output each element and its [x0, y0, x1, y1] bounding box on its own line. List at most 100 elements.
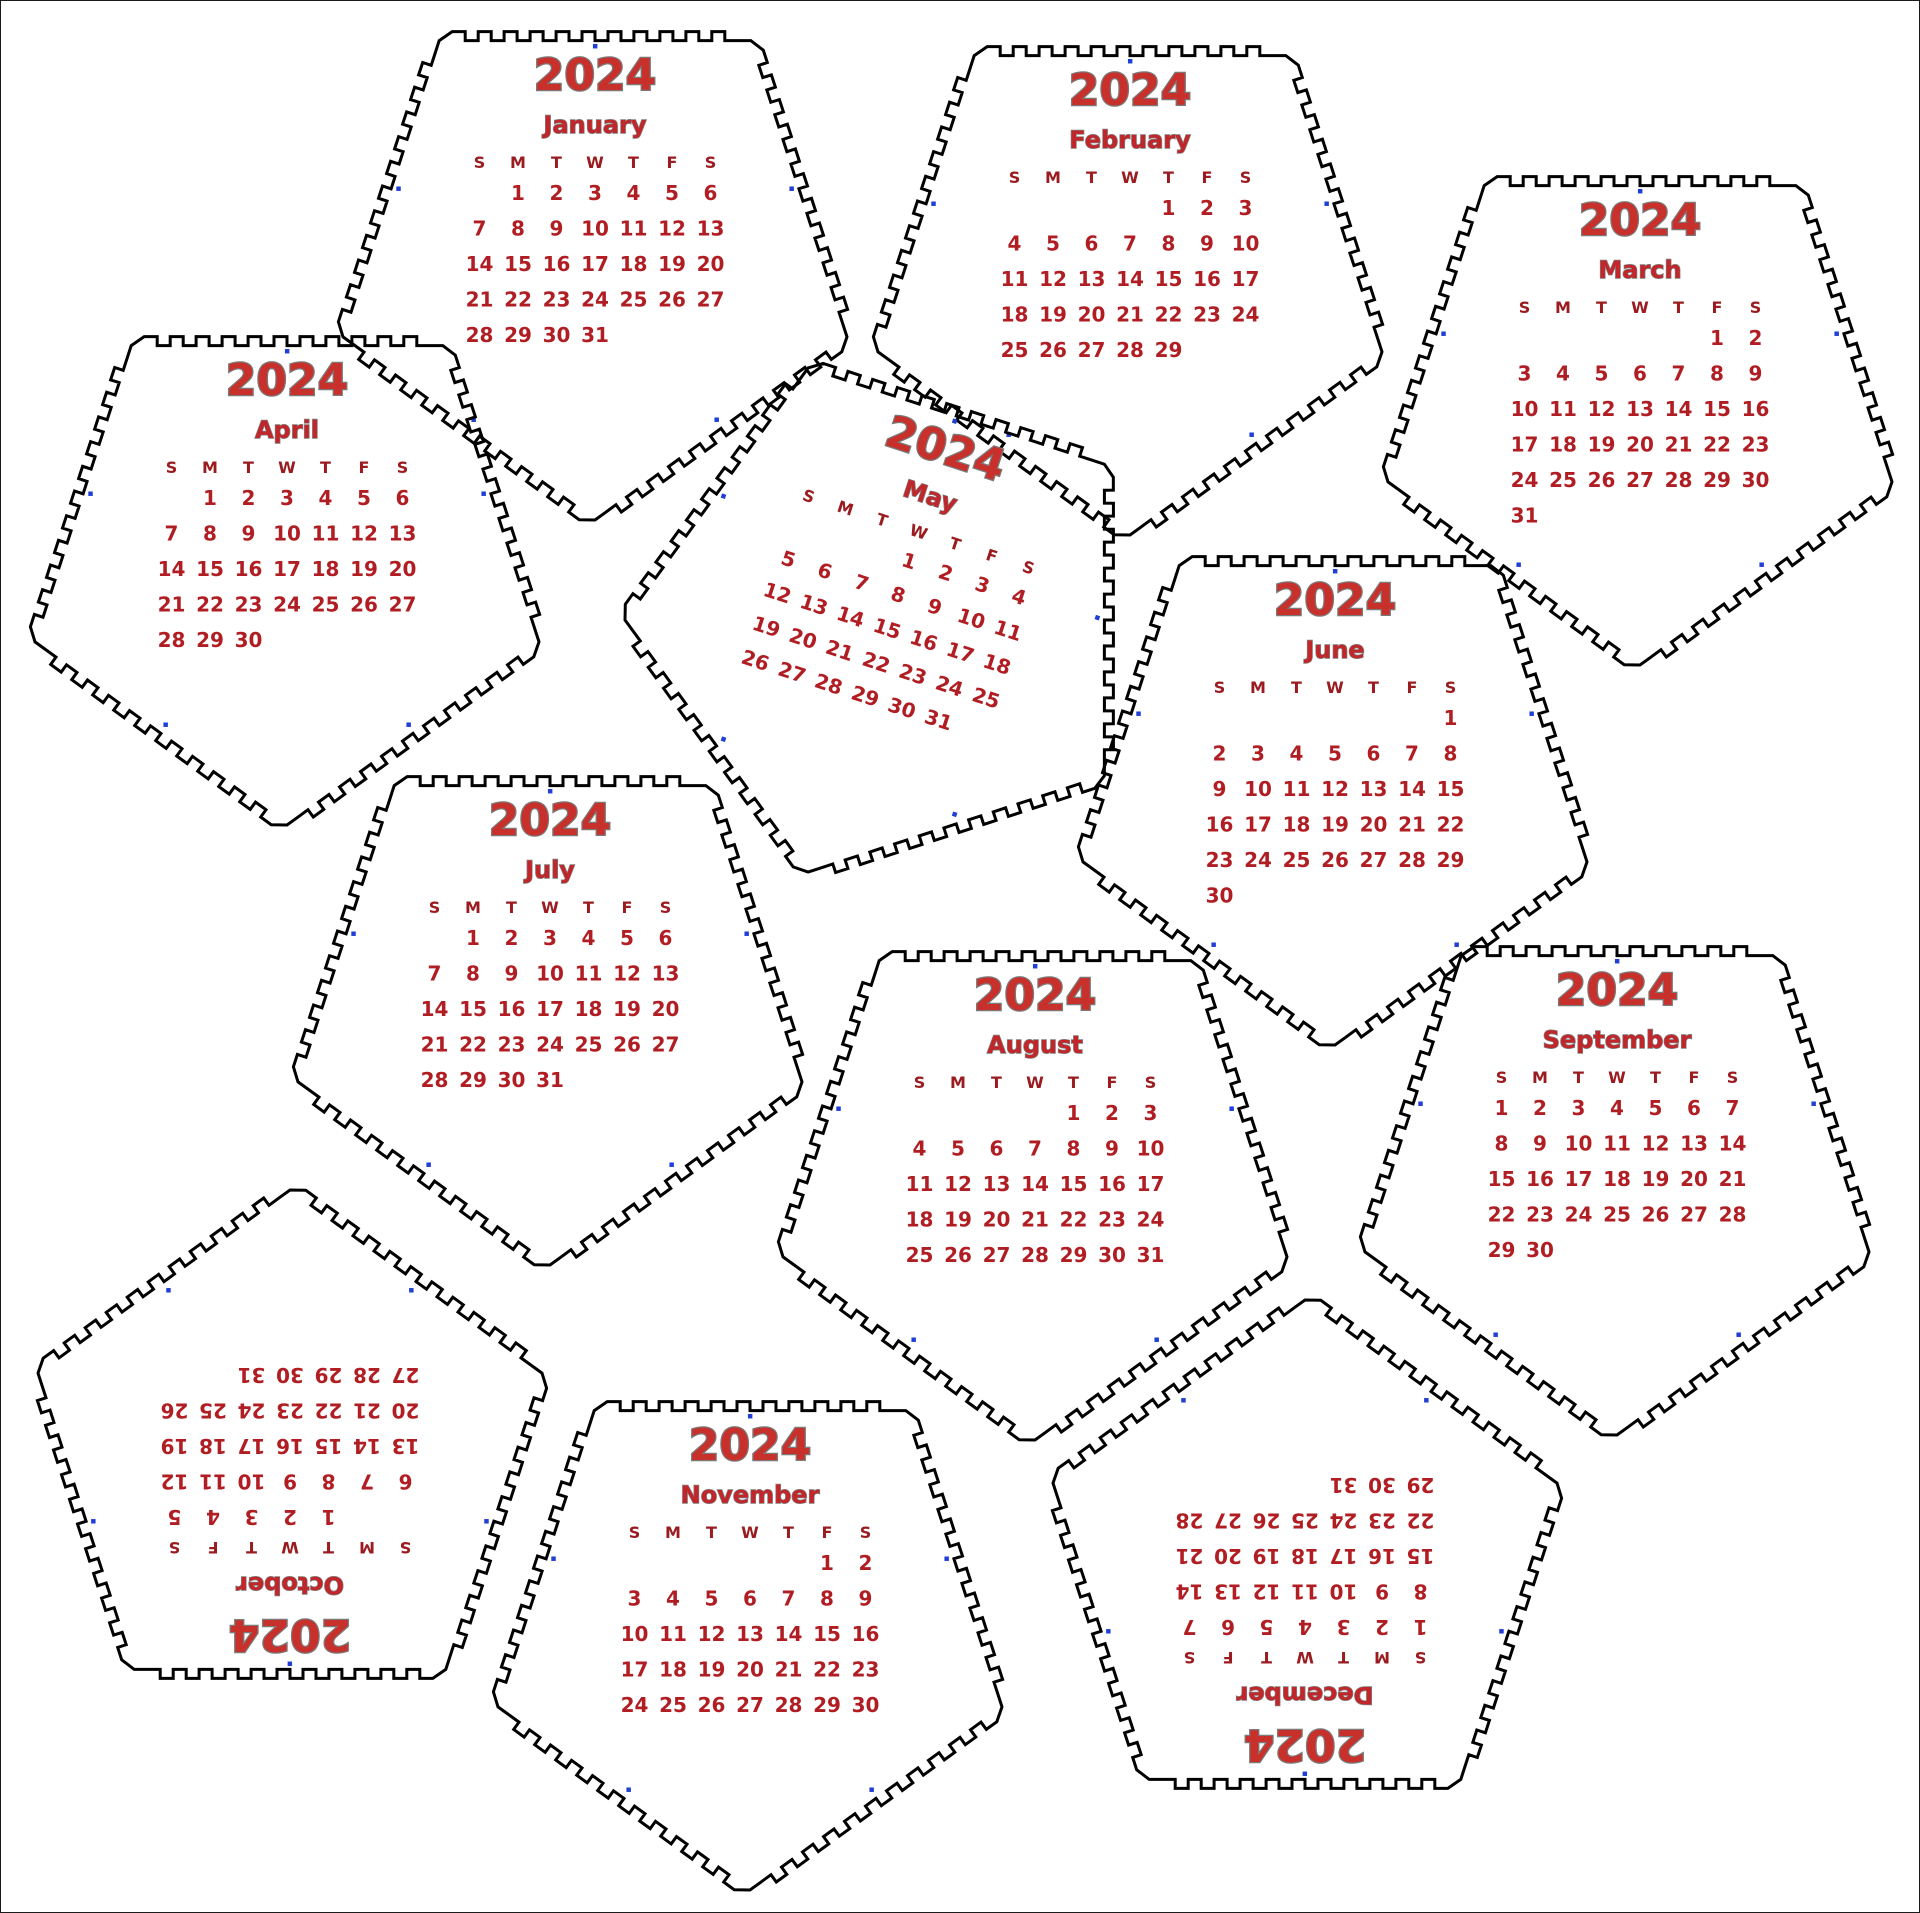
- day-number: 15: [1155, 267, 1183, 291]
- day-number: 12: [1253, 1580, 1281, 1604]
- tab-marker: ▪: [1834, 329, 1840, 339]
- day-number: 19: [1588, 433, 1616, 457]
- day-number: 28: [775, 1693, 803, 1717]
- weekday-header: W: [1121, 168, 1139, 187]
- month-label: July: [523, 856, 575, 884]
- weekday-header: S: [1145, 1073, 1157, 1092]
- year-label: 2024: [1556, 965, 1678, 1016]
- day-number: 3: [1251, 742, 1265, 766]
- day-number: 8: [1414, 1580, 1428, 1604]
- day-number: 14: [1116, 267, 1144, 291]
- day-number: 19: [658, 252, 686, 276]
- day-number: 8: [820, 1587, 834, 1611]
- day-number: 12: [613, 962, 641, 986]
- day-number: 27: [1360, 848, 1388, 872]
- day-number: 23: [1098, 1208, 1126, 1232]
- weekday-header: T: [783, 1523, 794, 1542]
- weekday-header: T: [1163, 168, 1174, 187]
- day-number: 3: [280, 486, 294, 510]
- weekday-header: S: [660, 898, 672, 917]
- day-number: 15: [1703, 397, 1731, 421]
- weekday-header: T: [628, 153, 639, 172]
- day-number: 16: [235, 557, 263, 581]
- weekday-header: S: [1727, 1068, 1739, 1087]
- day-number: 1: [1495, 1096, 1509, 1120]
- day-number: 13: [392, 1434, 420, 1458]
- weekday-header: W: [1296, 1648, 1314, 1667]
- pentagon-outline: [1076, 555, 1590, 1047]
- pentagon-outline: [1050, 1298, 1564, 1790]
- day-number: 17: [273, 557, 301, 581]
- weekday-header: T: [1338, 1648, 1349, 1667]
- day-number: 3: [972, 571, 993, 598]
- tab-marker: ▪: [350, 929, 356, 939]
- day-number: 1: [1414, 1615, 1428, 1639]
- day-number: 5: [1260, 1615, 1274, 1639]
- day-number: 29: [459, 1068, 487, 1092]
- day-number: 2: [1213, 742, 1227, 766]
- weekday-header: F: [359, 458, 370, 477]
- tab-marker: ▪: [1248, 430, 1254, 440]
- day-number: 7: [1405, 742, 1419, 766]
- tab-marker: ▪: [1127, 56, 1133, 66]
- day-number: 19: [1642, 1167, 1670, 1191]
- day-number: 15: [1407, 1544, 1435, 1568]
- day-number: 2: [1533, 1096, 1547, 1120]
- day-number: 28: [1719, 1203, 1747, 1227]
- day-number: 5: [778, 546, 799, 573]
- tab-marker: ▪: [287, 1659, 293, 1669]
- year-label: 2024: [534, 50, 656, 101]
- weekday-header: S: [474, 153, 486, 172]
- day-number: 19: [350, 557, 378, 581]
- day-number: 24: [536, 1033, 564, 1057]
- day-number: 22: [1703, 433, 1731, 457]
- weekday-header: M: [1374, 1648, 1390, 1667]
- day-number: 8: [511, 217, 525, 241]
- weekday-header: S: [397, 458, 409, 477]
- day-number: 10: [581, 217, 609, 241]
- weekday-header: S: [1750, 298, 1762, 317]
- day-number: 11: [991, 615, 1025, 646]
- month-label: June: [1303, 636, 1364, 664]
- day-number: 25: [906, 1243, 934, 1267]
- day-number: 27: [1680, 1203, 1708, 1227]
- weekday-header: S: [169, 1538, 181, 1557]
- day-number: 11: [659, 1622, 687, 1646]
- day-number: 14: [834, 601, 868, 632]
- year-label: 2024: [489, 795, 611, 846]
- weekday-header: T: [1650, 1068, 1661, 1087]
- tab-marker: ▪: [1515, 560, 1521, 570]
- tab-marker: ▪: [1499, 1626, 1505, 1636]
- day-number: 25: [969, 682, 1003, 713]
- day-number: 1: [322, 1505, 336, 1529]
- pentagon-outline: [871, 45, 1385, 537]
- tab-marker: ▪: [1180, 1395, 1186, 1405]
- day-number: 30: [1368, 1473, 1396, 1497]
- day-number: 3: [628, 1587, 642, 1611]
- day-number: 24: [933, 670, 967, 701]
- day-number: 18: [312, 557, 340, 581]
- pentagon-outline: [336, 30, 850, 522]
- day-number: 16: [1742, 397, 1770, 421]
- day-number: 15: [813, 1622, 841, 1646]
- day-number: 22: [1155, 303, 1183, 327]
- day-number: 2: [935, 559, 956, 586]
- weekday-header: F: [822, 1523, 833, 1542]
- day-number: 7: [473, 217, 487, 241]
- day-number: 25: [1001, 338, 1029, 362]
- day-number: 3: [1572, 1096, 1586, 1120]
- tab-marker: ▪: [284, 346, 290, 356]
- day-number: 11: [906, 1172, 934, 1196]
- day-number: 31: [922, 704, 956, 735]
- day-number: 30: [1206, 884, 1234, 908]
- day-number: 6: [1687, 1096, 1701, 1120]
- weekday-header: T: [1368, 678, 1379, 697]
- day-number: 6: [659, 926, 673, 950]
- weekday-header: T: [1673, 298, 1684, 317]
- day-number: 6: [815, 557, 836, 584]
- tab-marker: ▪: [87, 489, 93, 499]
- weekday-header: S: [800, 486, 817, 508]
- day-number: 5: [1328, 742, 1342, 766]
